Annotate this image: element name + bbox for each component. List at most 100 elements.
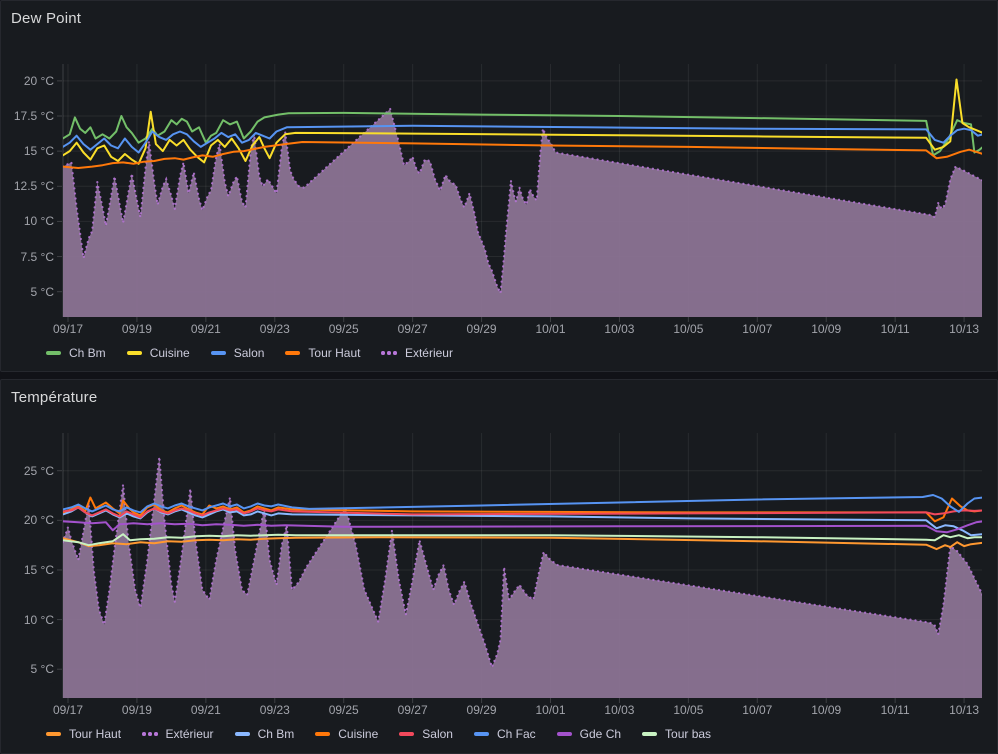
legend-line-swatch-icon <box>285 351 301 355</box>
x-axis-label: 10/09 <box>811 703 842 717</box>
series-area-exte-rieur <box>63 109 982 317</box>
legend-line-swatch-icon <box>399 732 415 736</box>
legend-label: Tour Haut <box>308 346 361 360</box>
series-line-ch-fac <box>63 494 982 514</box>
temperature-plot[interactable] <box>56 433 984 704</box>
y-axis-label: 15 °C <box>23 144 54 159</box>
dew-point-plot[interactable] <box>56 64 984 323</box>
legend: Tour Haut Extérieur Ch Bm Cuisine Salon Ch Fa… <box>46 727 711 741</box>
x-axis-label: 09/27 <box>397 703 428 717</box>
legend-line-swatch-icon <box>126 351 142 355</box>
series-dotted-edge-exte-rieur <box>63 456 982 671</box>
legend-item-tour-haut[interactable]: Tour Haut <box>46 727 121 741</box>
legend-label: Tour bas <box>665 727 712 741</box>
y-axis-label: 20 °C <box>23 513 54 528</box>
series-line-tour-bas <box>63 533 982 547</box>
legend-item-tour-haut[interactable]: Tour Haut <box>285 346 360 360</box>
x-axis-label: 10/11 <box>880 322 910 336</box>
legend-label: Gde Ch <box>579 727 622 741</box>
legend-line-swatch-icon <box>315 732 331 736</box>
x-axis-label: 10/13 <box>949 322 980 336</box>
legend-label: Extérieur <box>404 346 453 360</box>
x-axis-label: 10/03 <box>604 703 635 717</box>
legend-item-cuisine[interactable]: Cuisine <box>126 346 190 360</box>
legend-label: Salon <box>422 727 453 741</box>
legend-item-gde-ch[interactable]: Gde Ch <box>556 727 622 741</box>
y-axis-label: 5 °C <box>30 284 54 299</box>
x-axis-label: 09/25 <box>328 703 359 717</box>
legend-label: Ch Fac <box>496 727 536 741</box>
legend-item-tour-bas[interactable]: Tour bas <box>642 727 711 741</box>
x-axis-label: 09/27 <box>397 322 428 336</box>
legend-label: Salon <box>233 346 265 360</box>
legend-item-ch-bm[interactable]: Ch Bm <box>46 346 106 360</box>
legend-label: Tour Haut <box>69 727 122 741</box>
legend-item-salon[interactable]: Salon <box>210 346 265 360</box>
legend-item-exte-rieur[interactable]: Extérieur <box>381 346 453 360</box>
series-line-gde-ch <box>63 520 982 534</box>
series-line-tour-haut <box>63 141 982 169</box>
panel-dew-point: Dew Point 5 °C 7.5 °C 10 °C 12.5 °C 15 °C 17.… <box>0 0 998 372</box>
legend-line-swatch-icon <box>210 351 226 355</box>
x-axis-label: 10/05 <box>673 703 704 717</box>
legend-line-swatch-icon <box>46 351 61 355</box>
x-axis-label: 10/01 <box>535 322 566 336</box>
y-axis-label: 15 °C <box>23 562 54 577</box>
x-axis-label: 10/11 <box>880 703 910 717</box>
x-axis-label: 10/03 <box>604 322 635 336</box>
legend-line-swatch-icon <box>556 732 572 736</box>
legend-label: Ch Bm <box>257 727 295 741</box>
y-axis-label: 5 °C <box>30 662 54 677</box>
panel-temperature: Température 5 °C 10 °C 15 °C 20 °C 25 °C 09/1… <box>0 379 998 754</box>
legend-label: Cuisine <box>338 727 379 741</box>
x-axis-label: 10/05 <box>673 322 704 336</box>
panel-title-temperature[interactable]: Température <box>11 389 98 406</box>
legend-item-ch-bm[interactable]: Ch Bm <box>234 727 295 741</box>
x-axis-label: 09/19 <box>121 703 152 717</box>
series-dotted-edge-exte-rieur <box>63 106 982 298</box>
y-axis-label: 7.5 °C <box>20 249 54 264</box>
x-axis-label: 09/19 <box>121 322 152 336</box>
legend-dotted-swatch-icon <box>381 351 397 355</box>
y-axis-label: 12.5 °C <box>13 179 54 194</box>
x-axis-label: 09/21 <box>190 703 221 717</box>
x-axis-label: 09/25 <box>328 322 359 336</box>
series-line-cuisine <box>63 78 982 165</box>
x-axis-label: 10/09 <box>811 322 842 336</box>
series-line-tour-haut <box>63 536 982 551</box>
y-axis-label: 20 °C <box>23 73 54 88</box>
legend-label: Extérieur <box>165 727 214 741</box>
legend-item-salon[interactable]: Salon <box>399 727 453 741</box>
panel-title-dew-point[interactable]: Dew Point <box>11 10 82 27</box>
series-area-exte-rieur <box>63 456 982 698</box>
legend-item-ch-fac[interactable]: Ch Fac <box>473 727 536 741</box>
x-axis-label: 09/29 <box>466 322 497 336</box>
x-axis-label: 09/23 <box>259 322 290 336</box>
legend-dotted-swatch-icon <box>142 732 158 736</box>
x-axis-label: 09/23 <box>259 703 290 717</box>
legend-line-swatch-icon <box>473 732 489 736</box>
x-axis-label: 09/17 <box>52 703 83 717</box>
legend-item-exte-rieur[interactable]: Extérieur <box>142 727 214 741</box>
x-axis-label: 10/07 <box>742 322 773 336</box>
legend-line-swatch-icon <box>234 732 250 736</box>
y-axis-label: 10 °C <box>23 214 54 229</box>
legend-line-swatch-icon <box>642 732 658 736</box>
legend-label: Ch Bm <box>69 346 106 360</box>
x-axis-label: 10/13 <box>949 703 980 717</box>
legend-item-cuisine[interactable]: Cuisine <box>315 727 378 741</box>
y-axis-label: 17.5 °C <box>13 109 54 123</box>
y-axis-label: 10 °C <box>23 612 54 627</box>
x-axis-label: 09/17 <box>52 322 83 336</box>
x-axis-label: 09/29 <box>466 703 497 717</box>
legend-line-swatch-icon <box>46 732 61 736</box>
legend-label: Cuisine <box>149 346 190 360</box>
series-line-salon <box>63 506 982 519</box>
legend: Ch Bm Cuisine Salon Tour Haut Extérieur <box>46 346 453 360</box>
y-axis-label: 25 °C <box>23 463 54 478</box>
x-axis-label: 10/01 <box>535 703 566 717</box>
x-axis-label: 10/07 <box>742 703 773 717</box>
x-axis-label: 09/21 <box>190 322 221 336</box>
series-line-salon <box>63 124 982 154</box>
